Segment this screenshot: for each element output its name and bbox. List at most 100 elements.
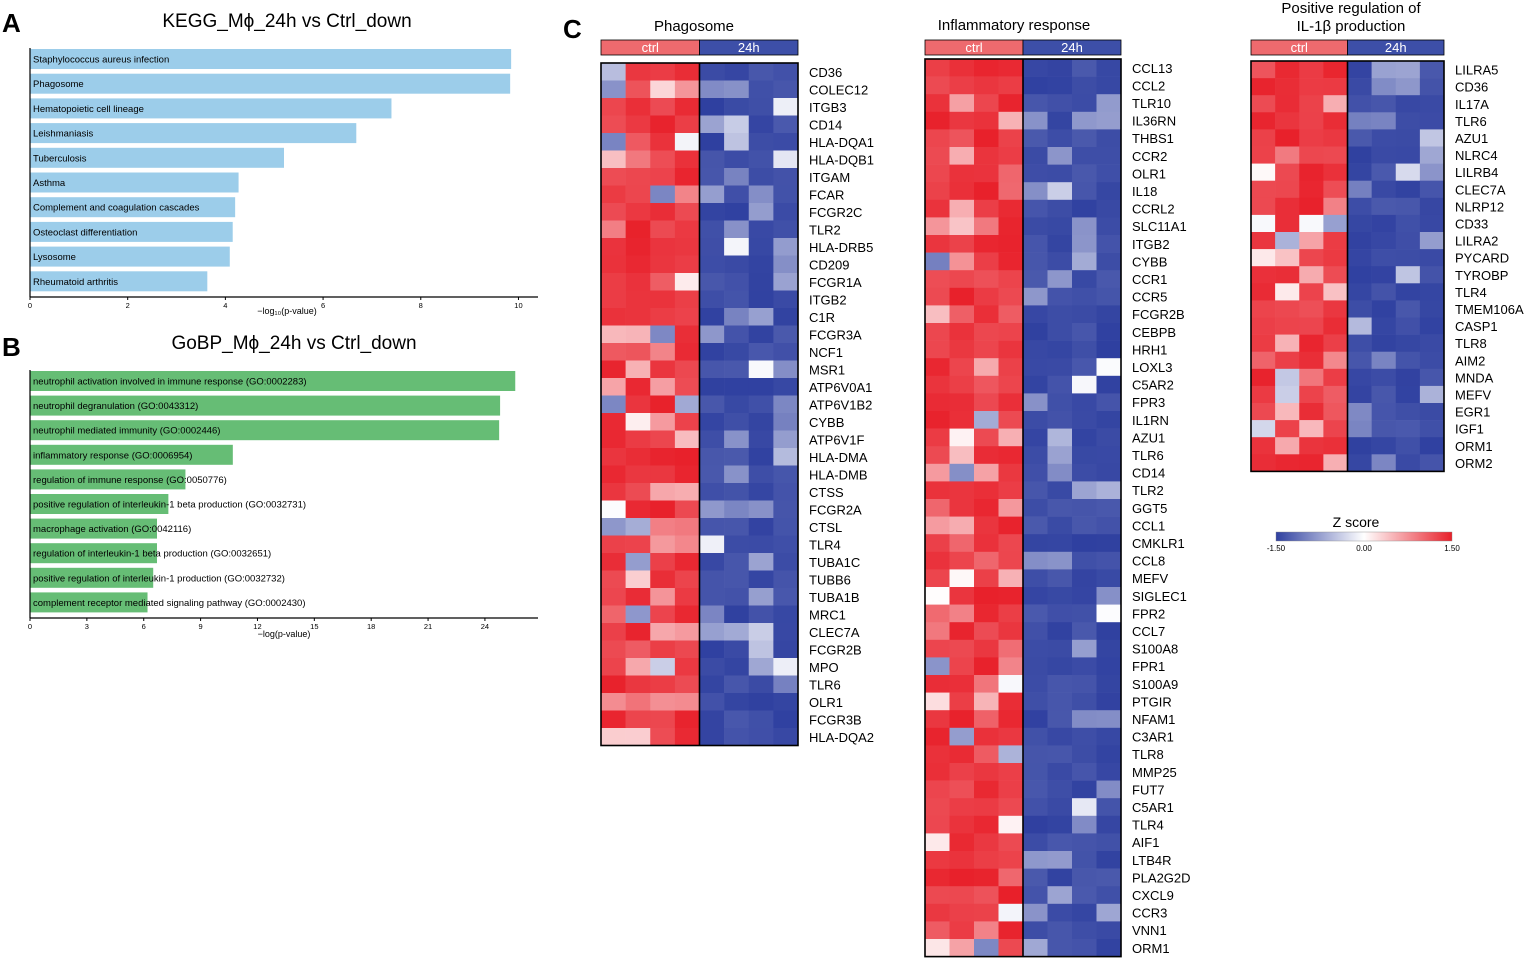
gene-label: HLA-DRB5 — [809, 240, 873, 255]
heatmap-cell — [1072, 763, 1097, 781]
gene-label: AZU1 — [1455, 131, 1488, 146]
heatmap-cell — [1096, 569, 1122, 588]
heatmap-cell — [1275, 129, 1300, 147]
bar-label: neutrophil activation involved in immune… — [33, 377, 307, 388]
heatmap-cell — [748, 133, 774, 151]
heatmap-cell — [998, 851, 1024, 869]
gene-label: CXCL9 — [1132, 888, 1174, 903]
heatmap-cell — [1023, 217, 1048, 236]
heatmap-cell — [1072, 446, 1097, 465]
heatmap-cell — [748, 378, 774, 396]
heatmap-cell — [1047, 569, 1073, 588]
heatmap-cell — [1072, 499, 1097, 517]
heatmap-cell — [1047, 516, 1073, 535]
gene-label: LILRB4 — [1455, 165, 1498, 180]
heatmap-cell — [1419, 95, 1445, 113]
heatmap-cell — [650, 413, 676, 431]
heatmap-cell — [1096, 463, 1122, 482]
gene-label: CYBB — [809, 415, 844, 430]
bar — [30, 469, 186, 490]
x-tick-label: 9 — [199, 622, 203, 631]
heatmap-cell — [1023, 235, 1048, 253]
bar-label: neutrophil degranulation (GO:0043312) — [33, 401, 198, 412]
heatmap-cell — [1251, 385, 1276, 404]
heatmap-cell — [699, 238, 725, 256]
heatmap-cell — [998, 147, 1024, 165]
heatmap-cell — [601, 203, 626, 221]
heatmap-cell — [650, 115, 676, 134]
bar-label: positive regulation of interleukin-1 pro… — [33, 573, 285, 584]
bar — [30, 73, 511, 94]
heatmap-cell — [1371, 300, 1397, 318]
heatmap-cell — [1251, 300, 1276, 318]
heatmap-cell — [724, 115, 750, 134]
heatmap-cell — [998, 710, 1024, 729]
heatmap-cell — [1419, 249, 1445, 267]
heatmap-cell — [1072, 780, 1097, 799]
heatmap-cell — [925, 323, 950, 341]
heatmap-cell — [748, 465, 774, 484]
heatmap-cell — [699, 728, 725, 746]
heatmap-cell — [601, 728, 626, 746]
heatmap-cell — [1275, 249, 1300, 267]
heatmap-cell — [1419, 163, 1445, 181]
gene-label: MMP25 — [1132, 765, 1177, 780]
heatmap-inflammatory-title: Inflammatory response — [938, 17, 1091, 34]
heatmap-cell — [1072, 411, 1097, 429]
bar-label: Phagosome — [33, 79, 84, 90]
heatmap-cell — [1419, 454, 1445, 472]
heatmap-cell — [1023, 763, 1048, 781]
heatmap-cell — [974, 727, 999, 746]
heatmap-cell — [1419, 334, 1445, 352]
bar — [30, 444, 233, 465]
heatmap-cell — [925, 622, 950, 641]
heatmap-cell — [998, 428, 1024, 447]
heatmap-cell — [1251, 420, 1276, 438]
heatmap-cell — [1096, 551, 1122, 570]
heatmap-cell — [1072, 675, 1097, 693]
heatmap-cell — [1072, 235, 1097, 253]
heatmap-cell — [773, 325, 799, 344]
gene-label: MSR1 — [809, 362, 845, 377]
heatmap-cell — [1096, 780, 1122, 799]
heatmap-cell — [1371, 317, 1397, 335]
heatmap-cell — [1395, 300, 1421, 318]
heatmap-cell — [674, 63, 700, 81]
heatmap-cell — [998, 375, 1024, 394]
heatmap-cell — [998, 604, 1024, 623]
heatmap-cell — [1096, 886, 1122, 905]
heatmap-cell — [1023, 481, 1048, 500]
heatmap-cell — [748, 220, 774, 239]
heatmap-cell — [699, 693, 725, 711]
heatmap-cell — [625, 675, 651, 694]
heatmap-cell — [1275, 232, 1300, 250]
heatmap-cell — [974, 675, 999, 693]
heatmap-cell — [1395, 385, 1421, 404]
heatmap-cell — [1047, 428, 1073, 447]
heatmap-cell — [925, 94, 950, 113]
heatmap-cell — [724, 133, 750, 151]
bar — [30, 395, 501, 416]
heatmap-cell — [674, 273, 700, 291]
heatmap-cell — [1347, 95, 1372, 113]
heatmap-cell — [699, 308, 725, 326]
heatmap-cell — [925, 675, 950, 693]
heatmap-cell — [1047, 710, 1073, 729]
heatmap-cell — [724, 728, 750, 746]
heatmap-cell — [699, 168, 725, 186]
heatmap-cell — [925, 657, 950, 676]
heatmap-cell — [674, 80, 700, 99]
heatmap-cell — [1371, 266, 1397, 284]
heatmap-cell — [1251, 112, 1276, 130]
heatmap-cell — [625, 483, 651, 501]
heatmap-cell — [949, 340, 975, 359]
heatmap-cell — [949, 111, 975, 130]
heatmap-cell — [773, 483, 799, 501]
zscore-legend: Z score -1.50 0.00 1.50 — [1267, 514, 1460, 553]
heatmap-cell — [601, 150, 626, 169]
heatmap-cell — [974, 323, 999, 341]
heatmap-cell — [699, 535, 725, 554]
heatmap-cell — [1395, 78, 1421, 96]
heatmap-cell — [601, 395, 626, 414]
heatmap-cell — [699, 220, 725, 239]
